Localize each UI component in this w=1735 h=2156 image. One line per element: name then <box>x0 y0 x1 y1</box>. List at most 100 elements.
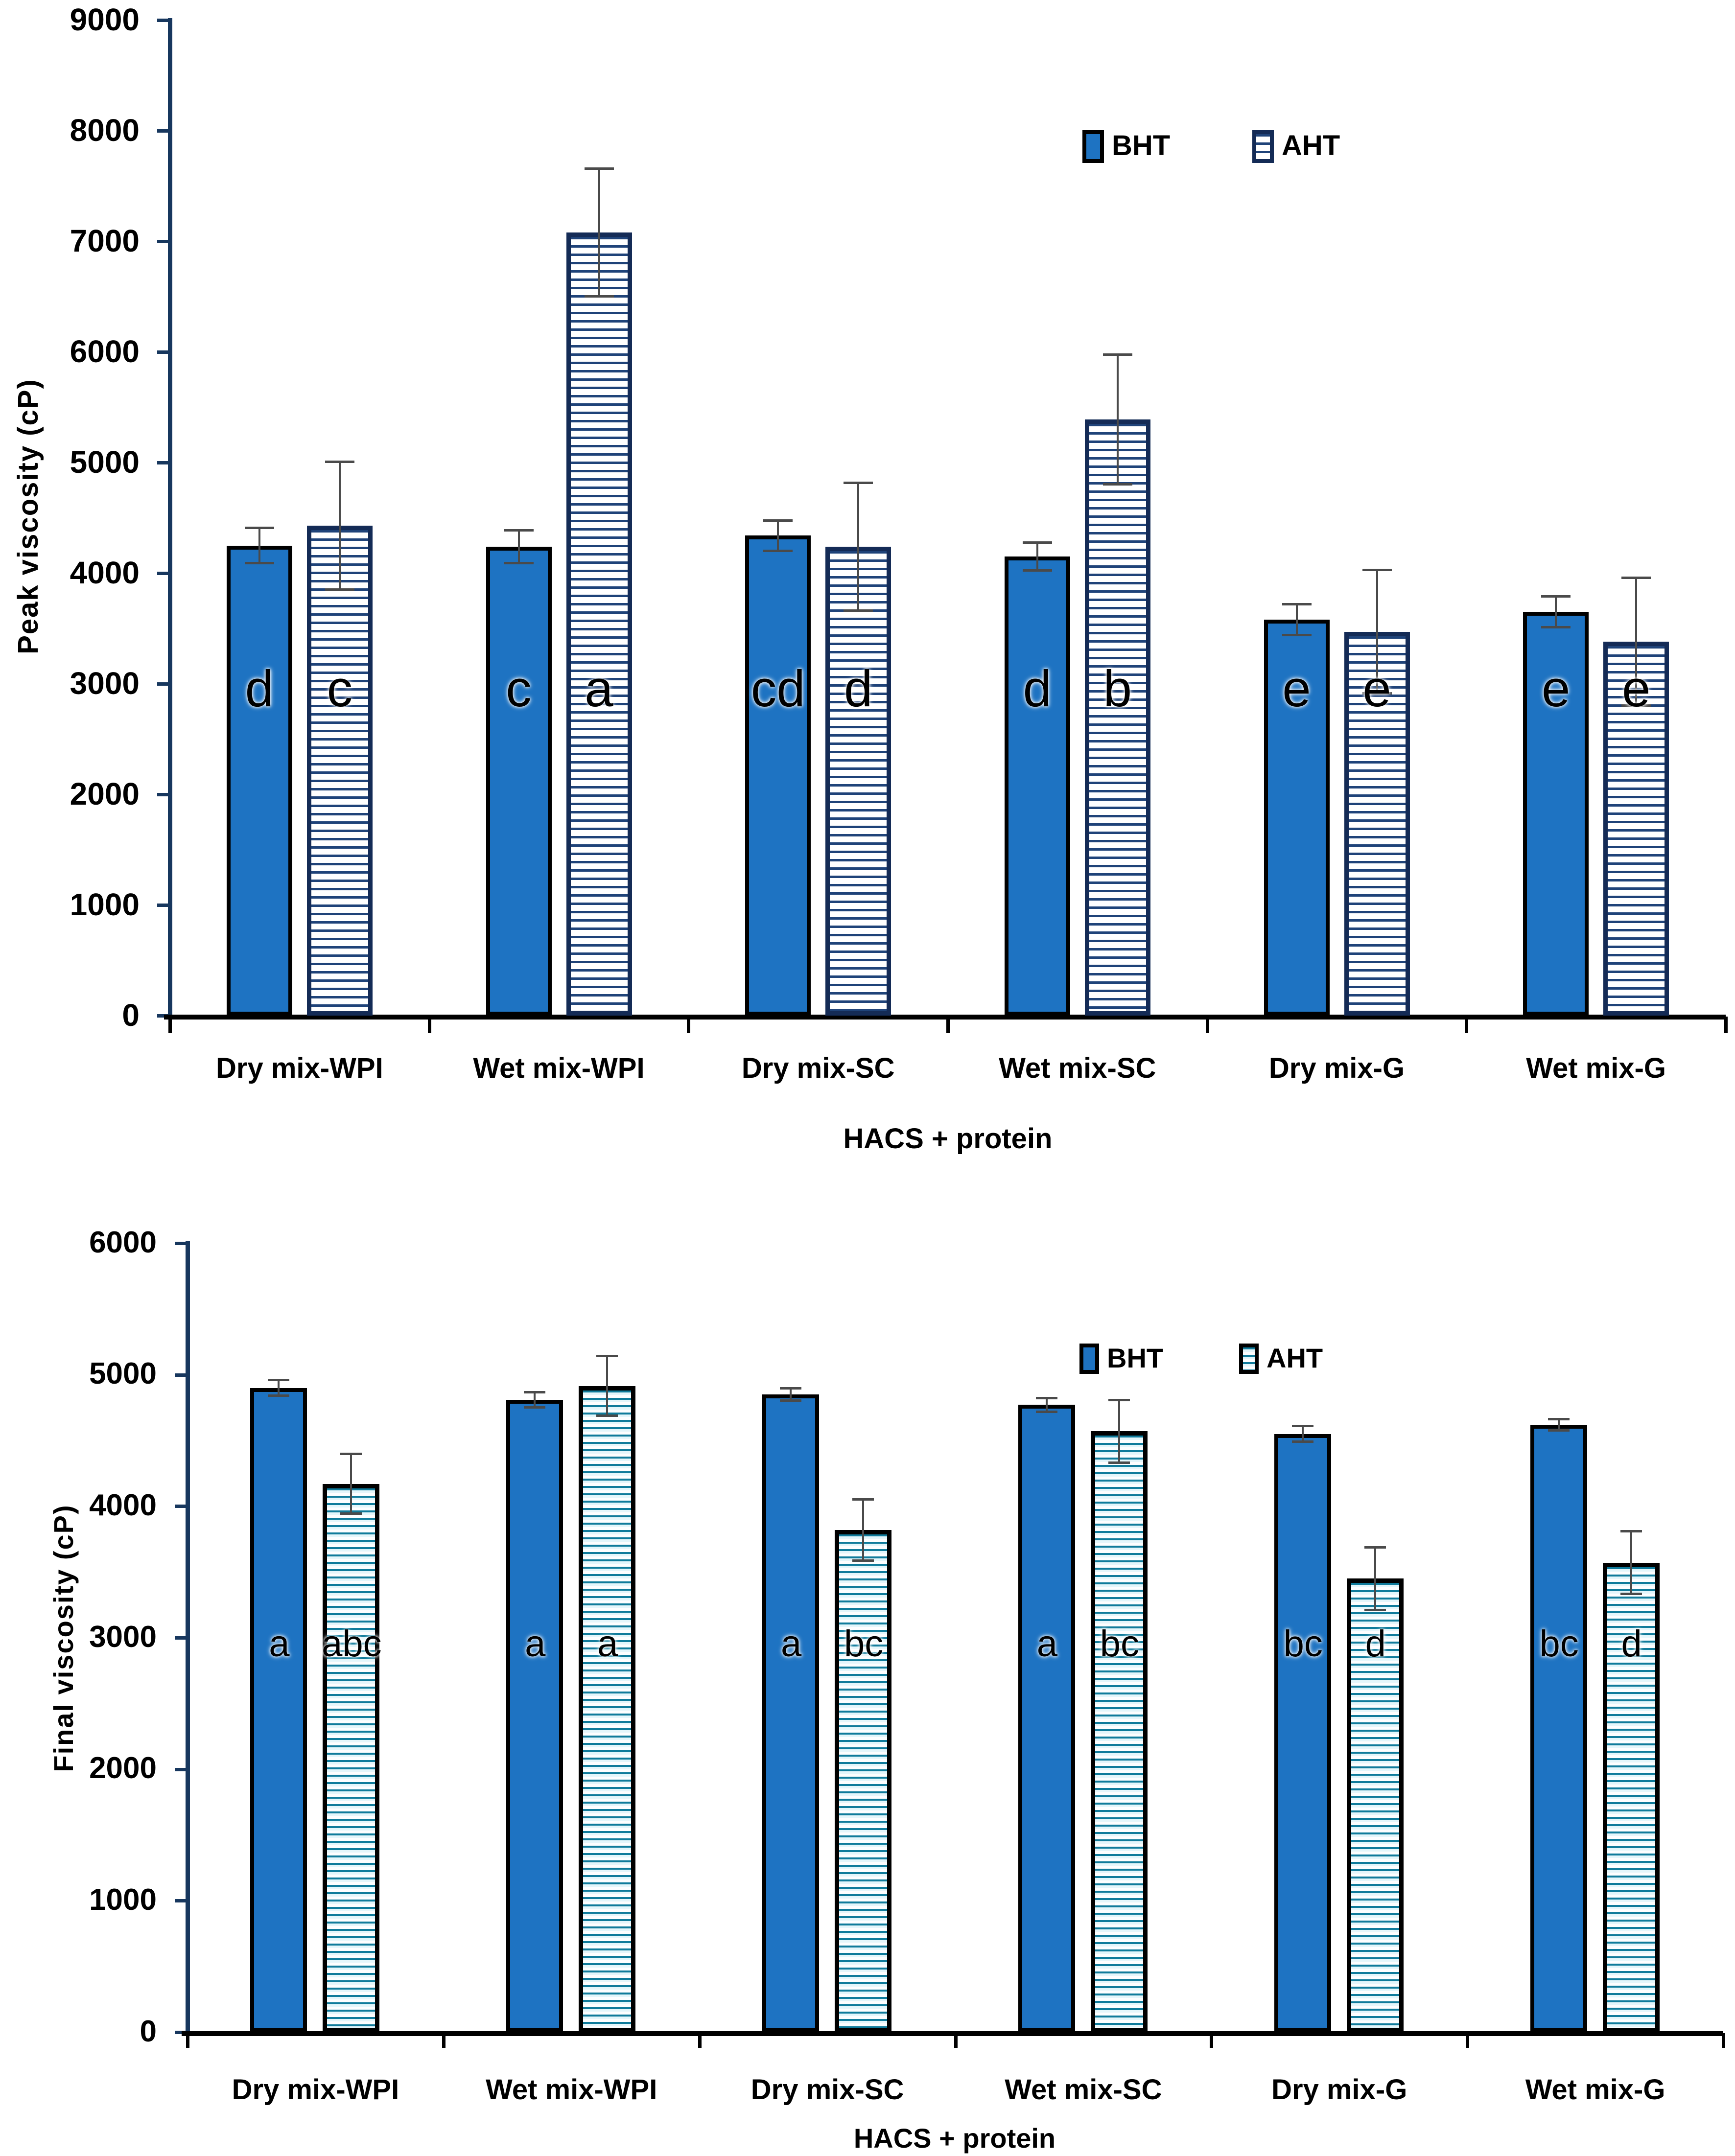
x-axis-category-label: Dry mix-G <box>1268 1052 1405 1085</box>
aht-bar-wet-mix-wpi <box>579 1386 636 2032</box>
x-axis-boundary-tick <box>687 1017 691 1033</box>
y-axis-tick-label: 3000 <box>70 665 140 701</box>
y-axis-tick-label: 6000 <box>70 333 140 369</box>
legend-swatch-bht <box>1079 1344 1099 1374</box>
y-axis-tick-mark <box>175 1767 188 1771</box>
error-bar-cap-bottom <box>1108 1461 1130 1464</box>
error-bar-cap-bottom <box>780 1399 802 1402</box>
aht-bar-dry-mix-wpi <box>306 525 373 1016</box>
error-bar-cap-bottom <box>325 588 354 591</box>
error-bar-cap-bottom <box>1291 1440 1313 1443</box>
x-axis-category-label: Dry mix-G <box>1271 2074 1407 2106</box>
legend-label-aht: AHT <box>1282 130 1340 162</box>
error-bar-line <box>1116 354 1119 485</box>
y-axis-tick-label: 2000 <box>70 776 140 811</box>
significance-letter: a <box>597 1623 618 1665</box>
error-bar-cap-top <box>1035 1396 1057 1399</box>
bht-bar-dry-mix-g <box>1274 1434 1331 2032</box>
bht-bar-dry-mix-sc <box>745 535 811 1016</box>
aht-bar-dry-mix-sc <box>835 1530 892 2032</box>
x-axis-boundary-tick <box>1465 1017 1469 1033</box>
error-bar-line <box>338 461 341 590</box>
error-bar-cap-top <box>340 1452 362 1455</box>
error-bar-cap-bottom <box>1102 483 1132 486</box>
y-axis-line <box>168 18 172 1016</box>
x-axis-category-label: Wet mix-WPI <box>486 2074 657 2106</box>
bht-bar-wet-mix-sc <box>1018 1405 1075 2032</box>
y-axis-title: Final viscosity (cP) <box>48 1504 79 1772</box>
error-bar-line <box>534 1391 536 1408</box>
y-axis-tick-label: 6000 <box>89 1225 157 1259</box>
x-axis-category-label: Dry mix-WPI <box>216 1052 383 1085</box>
bht-bar-wet-mix-g <box>1530 1424 1587 2032</box>
bht-bar-wet-mix-sc <box>1004 556 1070 1016</box>
error-bar-cap-top <box>1022 541 1052 544</box>
error-bar-cap-top <box>596 1354 618 1357</box>
error-bar-cap-bottom <box>1621 704 1651 707</box>
x-axis-boundary-tick <box>1466 2033 1470 2048</box>
significance-letter: a <box>1036 1623 1058 1665</box>
legend-swatch-aht <box>1239 1344 1259 1374</box>
error-bar-cap-top <box>1291 1425 1313 1428</box>
error-bar-cap-bottom <box>1035 1411 1057 1414</box>
x-axis-category-label: Wet mix-G <box>1526 1052 1666 1085</box>
x-axis-category-label: Dry mix-SC <box>750 2074 904 2106</box>
error-bar-cap-top <box>1102 353 1132 356</box>
error-bar-line <box>1301 1426 1304 1442</box>
aht-bar-wet-mix-sc <box>1084 419 1150 1016</box>
y-axis-tick-mark <box>157 240 170 243</box>
x-axis-boundary-tick <box>1722 2033 1725 2048</box>
y-axis-tick-label: 5000 <box>89 1357 157 1391</box>
y-axis-tick-label: 0 <box>122 997 140 1033</box>
error-bar-line <box>790 1388 792 1401</box>
error-bar-cap-top <box>1108 1398 1130 1401</box>
y-axis-tick-mark <box>175 1899 188 1903</box>
y-axis-line <box>186 1241 190 2032</box>
error-bar-cap-top <box>1620 1530 1642 1533</box>
x-axis-boundary-tick <box>946 1017 950 1033</box>
error-bar-cap-bottom <box>340 1512 362 1515</box>
error-bar-line <box>517 530 520 563</box>
bht-bar-dry-mix-wpi <box>226 545 292 1016</box>
significance-letter: bc <box>1100 1623 1140 1665</box>
error-bar-cap-bottom <box>1362 692 1392 695</box>
error-bar-cap-bottom <box>763 549 793 552</box>
y-axis-tick-label: 1000 <box>70 886 140 922</box>
error-bar-cap-top <box>1362 569 1392 572</box>
y-axis-tick-label: 7000 <box>70 223 140 258</box>
error-bar-cap-bottom <box>1547 1429 1570 1432</box>
x-axis-category-label: Wet mix-WPI <box>473 1052 645 1085</box>
x-axis-category-label: Wet mix-SC <box>999 1052 1156 1085</box>
x-axis-boundary-tick <box>442 2033 445 2048</box>
y-axis-tick-label: 9000 <box>70 1 140 37</box>
aht-bar-wet-mix-sc <box>1090 1431 1148 2032</box>
aht-bar-wet-mix-wpi <box>566 232 632 1016</box>
error-bar-cap-bottom <box>504 561 534 564</box>
significance-letter: bc <box>844 1623 884 1665</box>
x-axis-category-label: Wet mix-G <box>1525 2074 1665 2106</box>
aht-bar-dry-mix-wpi <box>323 1484 380 2032</box>
significance-letter: e <box>1541 660 1571 718</box>
error-bar-line <box>598 168 600 297</box>
significance-letter: e <box>1621 660 1651 718</box>
error-bar-cap-bottom <box>524 1406 546 1409</box>
y-axis-tick-label: 3000 <box>89 1620 157 1654</box>
bht-bar-wet-mix-wpi <box>486 546 552 1016</box>
y-axis-tick-mark <box>175 1636 188 1640</box>
aht-bar-wet-mix-g <box>1602 1562 1660 2032</box>
significance-letter: b <box>1103 660 1132 718</box>
y-axis-tick-label: 0 <box>140 2014 157 2048</box>
error-bar-line <box>1045 1397 1048 1413</box>
significance-letter: bc <box>1283 1623 1323 1665</box>
y-axis-title: Peak viscosity (cP) <box>12 378 44 654</box>
error-bar-cap-top <box>244 527 274 530</box>
significance-letter: d <box>1365 1623 1386 1665</box>
significance-letter: d <box>1023 660 1052 718</box>
error-bar-line <box>1295 604 1298 635</box>
x-axis-title: HACS + protein <box>843 1123 1053 1155</box>
error-bar-cap-top <box>268 1379 290 1382</box>
error-bar-cap-bottom <box>1364 1608 1386 1611</box>
y-axis-tick-mark <box>175 1373 188 1377</box>
significance-letter: a <box>780 1623 802 1665</box>
